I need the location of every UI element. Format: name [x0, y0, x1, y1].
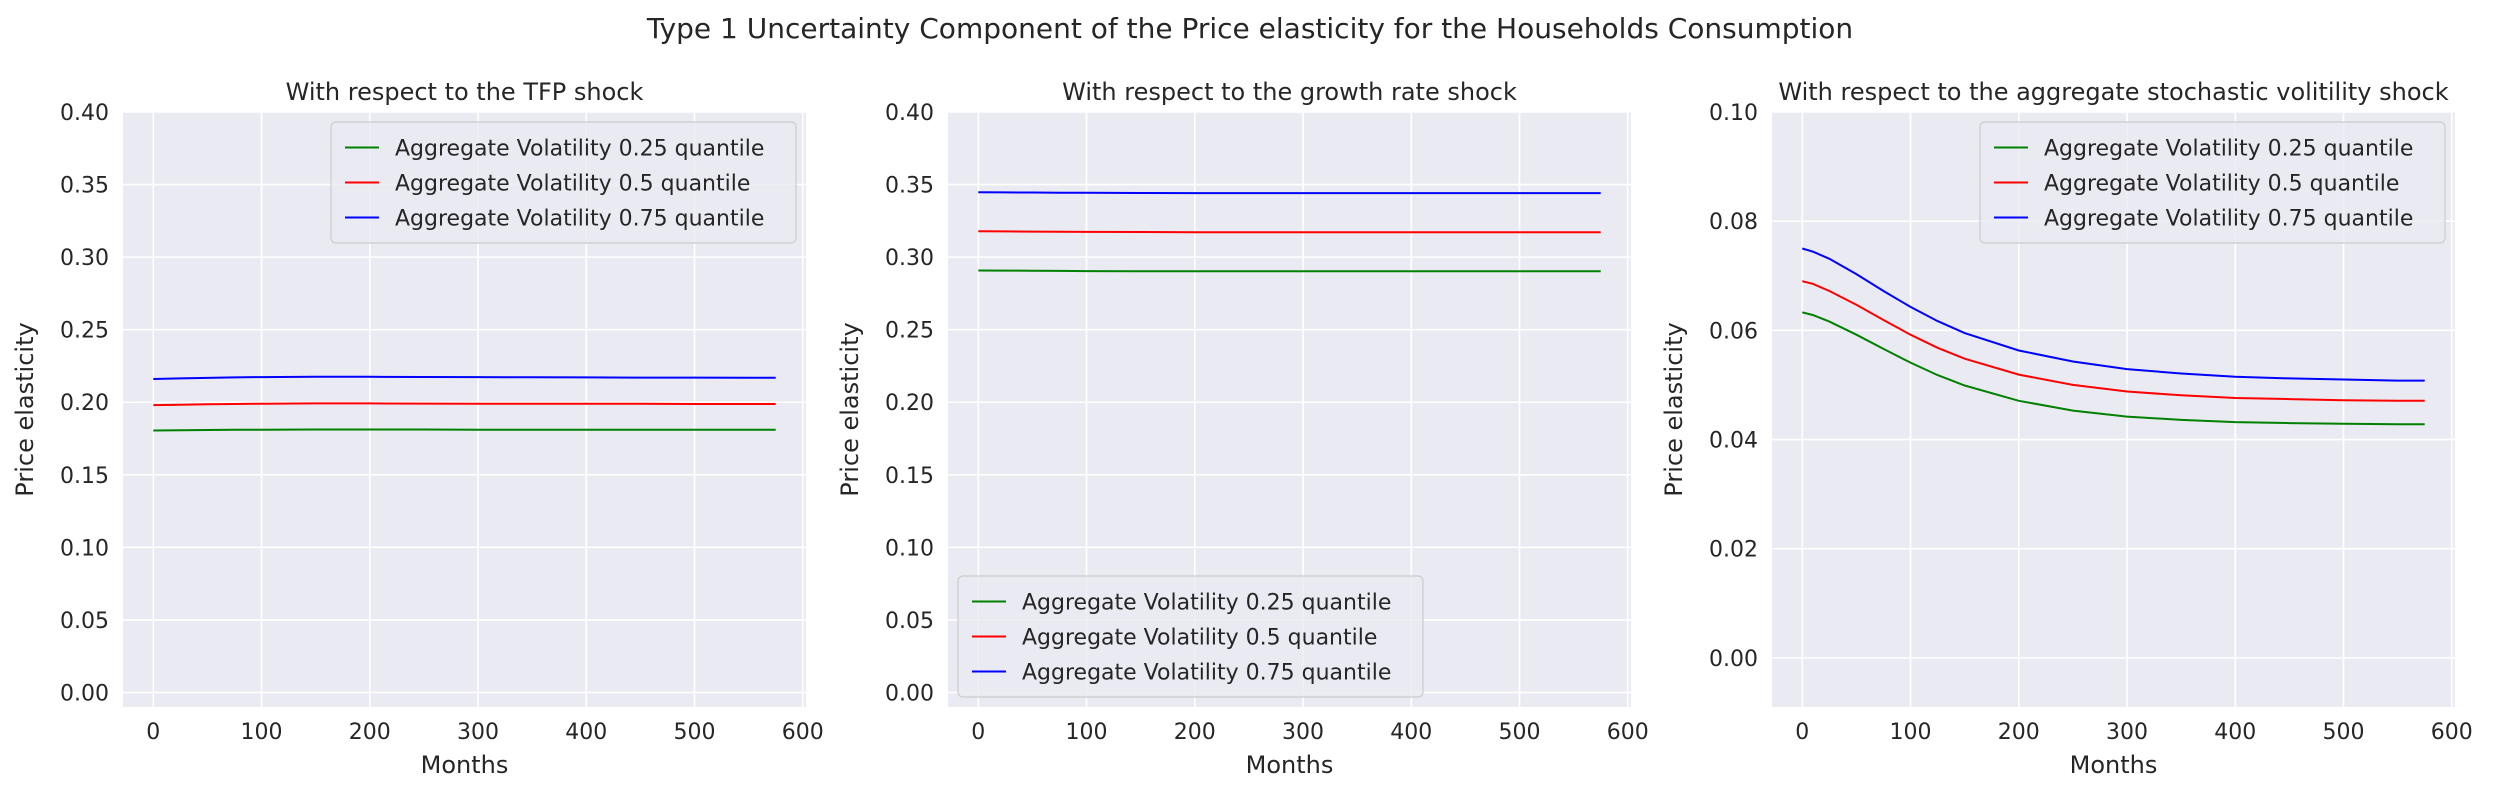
- y-tick-label: 0.10: [1709, 101, 1758, 126]
- y-tick-label: 0.25: [885, 319, 934, 344]
- legend: Aggregate Volatility 0.25 quantile Aggreg…: [957, 575, 1424, 698]
- x-tick-label: 200: [349, 720, 391, 745]
- x-tick-label: 200: [1174, 720, 1216, 745]
- x-axis-label: Months: [421, 751, 509, 779]
- panels-group: 0.00 0.05 0.10 0.15 0.20 0.25 0.30 0.35 0.40 0 100…: [11, 78, 2473, 779]
- y-tick-label: 0.00: [885, 681, 934, 706]
- x-tick-label: 0: [146, 720, 160, 745]
- series-line-1: [1802, 311, 2425, 426]
- series-line-2: [978, 230, 1601, 234]
- y-axis-label: Price elasticity: [836, 322, 864, 496]
- figure-title: Type 1 Uncertainty Component of the Pric…: [646, 12, 1853, 45]
- y-tick-label: 0.00: [1709, 647, 1758, 672]
- y-tick-label: 0.25: [60, 319, 109, 344]
- y-tick-label: 0.30: [885, 246, 934, 271]
- x-axis-label: Months: [2070, 751, 2158, 779]
- x-tick-label: 400: [565, 720, 607, 745]
- legend: Aggregate Volatility 0.25 quantile Aggreg…: [330, 121, 797, 244]
- panel-title: With respect to the growth rate shock: [1062, 78, 1517, 106]
- series-line-2: [1802, 280, 2425, 402]
- x-tick-label: 500: [674, 720, 716, 745]
- panel-title: With respect to the aggregate stochastic…: [1778, 78, 2448, 106]
- y-tick-label: 0.02: [1709, 538, 1758, 563]
- x-tick-label: 0: [971, 720, 985, 745]
- series-line-2: [153, 402, 776, 407]
- y-tick-label: 0.20: [60, 391, 109, 416]
- x-tick-label: 300: [2106, 720, 2148, 745]
- legend-label: Aggregate Volatility 0.75 quantile: [1022, 661, 1391, 686]
- y-tick-label: 0.40: [60, 101, 109, 126]
- x-tick-label: 600: [782, 720, 824, 745]
- legend-label: Aggregate Volatility 0.25 quantile: [395, 137, 764, 162]
- legend-label: Aggregate Volatility 0.75 quantile: [2044, 207, 2413, 232]
- y-tick-label: 0.00: [60, 681, 109, 706]
- series-line-3: [978, 191, 1601, 195]
- chart-panel-2: 0.00 0.05 0.10 0.15 0.20 0.25 0.30 0.35 0.40 0 100…: [836, 78, 1649, 779]
- y-tick-label: 0.06: [1709, 319, 1758, 344]
- x-tick-label: 600: [1607, 720, 1649, 745]
- y-tick-label: 0.10: [885, 536, 934, 561]
- legend-box: [1979, 121, 2446, 244]
- y-tick-label: 0.35: [60, 174, 109, 199]
- y-tick-label: 0.05: [885, 609, 934, 634]
- x-tick-label: 500: [1499, 720, 1541, 745]
- legend-box: [330, 121, 797, 244]
- y-axis-label: Price elasticity: [1660, 322, 1688, 496]
- y-tick-label: 0.35: [885, 174, 934, 199]
- y-tick-label: 0.20: [885, 391, 934, 416]
- x-tick-label: 0: [1795, 720, 1809, 745]
- x-tick-label: 300: [1282, 720, 1324, 745]
- x-axis-label: Months: [1246, 751, 1334, 779]
- y-tick-label: 0.08: [1709, 210, 1758, 235]
- y-tick-label: 0.30: [60, 246, 109, 271]
- y-tick-label: 0.15: [885, 464, 934, 489]
- legend-label: Aggregate Volatility 0.75 quantile: [395, 207, 764, 232]
- x-tick-label: 100: [1890, 720, 1932, 745]
- legend-box: [957, 575, 1424, 698]
- x-tick-label: 400: [2214, 720, 2256, 745]
- x-tick-label: 100: [241, 720, 283, 745]
- x-tick-label: 400: [1390, 720, 1432, 745]
- series-line-1: [153, 428, 776, 432]
- y-tick-label: 0.40: [885, 101, 934, 126]
- x-tick-label: 100: [1066, 720, 1108, 745]
- y-tick-label: 0.04: [1709, 429, 1758, 454]
- x-tick-label: 500: [2323, 720, 2365, 745]
- y-tick-label: 0.10: [60, 536, 109, 561]
- y-tick-label: 0.15: [60, 464, 109, 489]
- chart-panel-3: 0.00 0.02 0.04 0.06 0.08 0.10 0 100 200 300 400 500…: [1660, 78, 2473, 779]
- legend-label: Aggregate Volatility 0.5 quantile: [395, 172, 750, 197]
- y-tick-label: 0.05: [60, 609, 109, 634]
- legend-label: Aggregate Volatility 0.5 quantile: [1022, 626, 1377, 651]
- x-tick-label: 300: [457, 720, 499, 745]
- y-axis-label: Price elasticity: [11, 322, 39, 496]
- legend-label: Aggregate Volatility 0.25 quantile: [1022, 591, 1391, 616]
- series-line-3: [153, 375, 776, 380]
- series-line-1: [978, 269, 1601, 273]
- legend-label: Aggregate Volatility 0.5 quantile: [2044, 172, 2399, 197]
- x-tick-label: 600: [2431, 720, 2473, 745]
- chart-panel-1: 0.00 0.05 0.10 0.15 0.20 0.25 0.30 0.35 0.40 0 100…: [11, 78, 824, 779]
- legend: Aggregate Volatility 0.25 quantile Aggreg…: [1979, 121, 2446, 244]
- x-tick-label: 200: [1998, 720, 2040, 745]
- legend-label: Aggregate Volatility 0.25 quantile: [2044, 137, 2413, 162]
- series-line-3: [1802, 247, 2425, 382]
- panel-title: With respect to the TFP shock: [286, 78, 644, 106]
